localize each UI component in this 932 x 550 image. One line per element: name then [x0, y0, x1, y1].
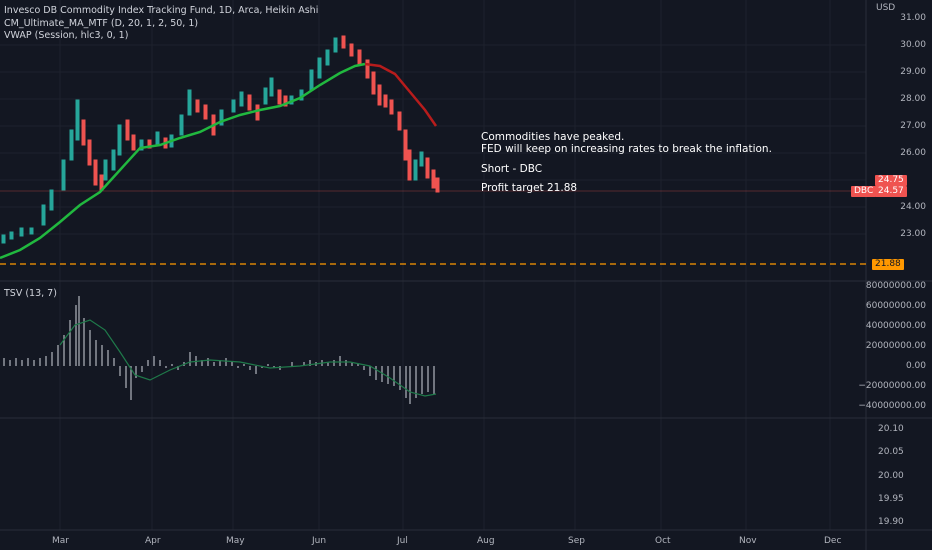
- tsv-histogram: [3, 296, 435, 404]
- pane3-tick: 19.95: [878, 494, 904, 504]
- symbol-badge: DBC: [851, 186, 877, 197]
- month-label: Oct: [655, 536, 671, 546]
- tsv-tick: 20000000.00: [865, 341, 926, 351]
- candles: [1, 35, 440, 244]
- candle-group-up: [1, 37, 424, 244]
- price-tick: 27.00: [900, 121, 926, 131]
- tsv-tick: 0.00: [905, 361, 926, 371]
- tsv-tick: 80000000.00: [865, 281, 926, 291]
- tsv-signal-line: [59, 319, 437, 397]
- price-tick: 26.00: [900, 148, 926, 158]
- vwap-indicator-label[interactable]: VWAP (Session, hlc3, 0, 1): [4, 30, 129, 41]
- tsv-tick: −20000000.00: [858, 381, 926, 391]
- month-label: May: [226, 536, 245, 546]
- price-tick: 28.00: [900, 94, 926, 104]
- chart-title: Invesco DB Commodity Index Tracking Fund…: [4, 5, 319, 16]
- month-label: Nov: [739, 536, 757, 546]
- candle-group-down: [81, 35, 440, 193]
- price-tick: 31.00: [900, 13, 926, 23]
- tsv-tick: 40000000.00: [865, 321, 926, 331]
- month-label: Mar: [52, 536, 69, 546]
- price-tick: 29.00: [900, 67, 926, 77]
- ma-line-falling: [364, 62, 438, 127]
- tsv-indicator-label[interactable]: TSV (13, 7): [4, 288, 57, 299]
- pane3-tick: 20.00: [878, 471, 904, 481]
- month-label: Apr: [145, 536, 161, 546]
- month-label: Jul: [397, 536, 408, 546]
- annotation-line-2[interactable]: FED will keep on increasing rates to bre…: [481, 143, 772, 155]
- tsv-tick: 60000000.00: [865, 301, 926, 311]
- annotation-line-3[interactable]: Short - DBC: [481, 163, 543, 175]
- target-price-badge: 21.88: [872, 259, 904, 270]
- price-tick: 24.00: [900, 202, 926, 212]
- currency-label: USD: [876, 3, 896, 13]
- ma-value-badge: 24.75: [875, 175, 907, 186]
- grid-lines: [0, 0, 866, 530]
- ma-line-rising: [0, 62, 366, 260]
- month-label: Dec: [824, 536, 842, 546]
- pane3-tick: 19.90: [878, 517, 904, 527]
- last-price-badge: 24.57: [875, 186, 907, 197]
- month-label: Sep: [568, 536, 585, 546]
- annotation-line-4[interactable]: Profit target 21.88: [481, 182, 578, 194]
- month-label: Jun: [312, 536, 327, 546]
- pane3-tick: 20.05: [878, 447, 904, 457]
- price-tick: 23.00: [900, 229, 926, 239]
- annotation-line-1[interactable]: Commodities have peaked.: [481, 131, 625, 143]
- ma-indicator-label[interactable]: CM_Ultimate_MA_MTF (D, 20, 1, 2, 50, 1): [4, 18, 199, 29]
- pane3-tick: 20.10: [878, 424, 904, 434]
- tsv-tick: −40000000.00: [858, 401, 926, 411]
- price-tick: 30.00: [900, 40, 926, 50]
- month-label: Aug: [477, 536, 495, 546]
